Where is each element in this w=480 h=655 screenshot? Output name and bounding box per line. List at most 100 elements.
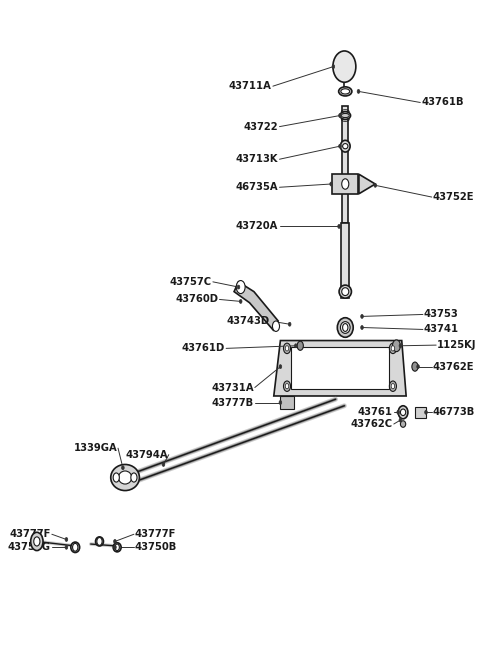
Ellipse shape <box>400 421 406 427</box>
Ellipse shape <box>340 140 350 152</box>
Circle shape <box>330 182 333 186</box>
Text: 43777F: 43777F <box>135 529 176 539</box>
Ellipse shape <box>341 89 349 94</box>
Circle shape <box>360 314 363 318</box>
Circle shape <box>399 344 402 348</box>
Circle shape <box>284 381 290 392</box>
Polygon shape <box>291 347 388 390</box>
Circle shape <box>285 384 289 389</box>
Circle shape <box>114 546 116 550</box>
Ellipse shape <box>96 537 104 546</box>
Text: 43761B: 43761B <box>421 98 464 107</box>
Text: 43713K: 43713K <box>236 154 278 164</box>
Circle shape <box>31 533 43 551</box>
Circle shape <box>284 343 290 354</box>
Circle shape <box>391 384 395 389</box>
Circle shape <box>240 299 242 303</box>
Text: 43753: 43753 <box>424 309 458 320</box>
Circle shape <box>412 362 418 371</box>
Text: 43760D: 43760D <box>176 295 218 305</box>
Bar <box>332 174 359 194</box>
Polygon shape <box>234 282 278 331</box>
Ellipse shape <box>111 464 139 491</box>
Ellipse shape <box>119 471 132 484</box>
Bar <box>342 105 348 223</box>
Text: 43720A: 43720A <box>236 221 278 231</box>
Circle shape <box>393 340 400 352</box>
Ellipse shape <box>398 405 408 419</box>
Circle shape <box>399 418 402 422</box>
Circle shape <box>114 540 116 544</box>
Circle shape <box>97 538 102 546</box>
Ellipse shape <box>339 87 352 96</box>
Text: 43741: 43741 <box>424 324 459 335</box>
Circle shape <box>389 381 396 392</box>
Text: 43750G: 43750G <box>8 542 51 552</box>
Circle shape <box>357 90 360 94</box>
Bar <box>280 396 294 409</box>
Circle shape <box>343 324 348 331</box>
Circle shape <box>338 225 340 229</box>
Ellipse shape <box>333 51 356 83</box>
Circle shape <box>273 321 279 331</box>
Circle shape <box>115 544 120 551</box>
Circle shape <box>237 285 240 289</box>
Text: 43761D: 43761D <box>182 343 225 353</box>
Circle shape <box>339 144 341 148</box>
Ellipse shape <box>339 285 351 298</box>
Circle shape <box>397 410 399 414</box>
Text: 43794A: 43794A <box>125 450 168 460</box>
Text: 1125KJ: 1125KJ <box>437 340 477 350</box>
Circle shape <box>34 537 40 546</box>
Ellipse shape <box>342 288 349 295</box>
Bar <box>341 223 349 298</box>
Text: 46773B: 46773B <box>432 407 475 417</box>
Text: 43761: 43761 <box>358 407 393 417</box>
Text: 46735A: 46735A <box>236 182 278 193</box>
Text: 43777F: 43777F <box>10 529 51 539</box>
Text: 43731A: 43731A <box>211 383 254 392</box>
Circle shape <box>374 183 377 187</box>
Circle shape <box>417 365 420 369</box>
Circle shape <box>360 326 363 329</box>
Text: 43757C: 43757C <box>170 277 212 287</box>
Text: 43750B: 43750B <box>135 542 177 552</box>
Circle shape <box>285 346 289 351</box>
Ellipse shape <box>400 409 406 415</box>
Circle shape <box>288 322 291 326</box>
Polygon shape <box>274 341 406 396</box>
Circle shape <box>339 113 341 117</box>
Circle shape <box>65 538 68 542</box>
Circle shape <box>389 343 396 354</box>
Ellipse shape <box>340 322 350 333</box>
Circle shape <box>121 466 124 470</box>
Circle shape <box>162 462 165 466</box>
Circle shape <box>295 344 297 348</box>
Ellipse shape <box>337 318 353 337</box>
Circle shape <box>236 280 245 293</box>
Circle shape <box>297 341 303 350</box>
Circle shape <box>113 473 120 482</box>
Text: 43743D: 43743D <box>226 316 269 326</box>
Text: 43722: 43722 <box>243 122 278 132</box>
Text: 43762E: 43762E <box>432 362 474 371</box>
Ellipse shape <box>340 111 350 119</box>
Bar <box>415 407 426 417</box>
Ellipse shape <box>113 543 121 552</box>
Text: 43752E: 43752E <box>432 192 474 202</box>
Text: 43777B: 43777B <box>212 398 254 407</box>
Circle shape <box>425 410 427 414</box>
Ellipse shape <box>343 143 348 149</box>
Circle shape <box>65 546 68 550</box>
Circle shape <box>279 365 282 369</box>
Text: 43762C: 43762C <box>351 419 393 429</box>
Circle shape <box>279 401 282 404</box>
Polygon shape <box>359 174 375 194</box>
Circle shape <box>332 65 335 69</box>
Ellipse shape <box>71 542 80 553</box>
Text: 43711A: 43711A <box>228 81 272 91</box>
Circle shape <box>391 346 395 351</box>
Text: 1339GA: 1339GA <box>73 443 117 453</box>
Circle shape <box>342 179 349 189</box>
Circle shape <box>131 473 137 482</box>
